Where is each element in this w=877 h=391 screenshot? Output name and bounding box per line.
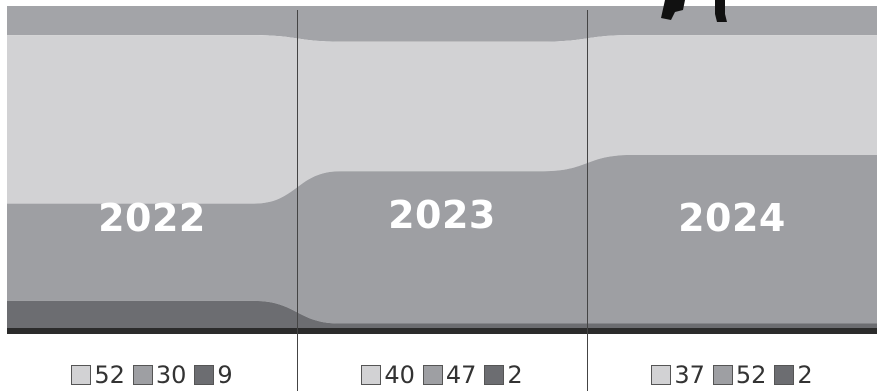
legend-2022: 52 30 9: [7, 360, 297, 390]
column-divider-1: [297, 10, 298, 391]
swatch-mid: [422, 365, 443, 385]
legend-value: 2: [507, 361, 523, 389]
legend-value: 52: [735, 361, 767, 389]
legend-item-light: 37: [651, 361, 705, 389]
legend-value: 9: [217, 361, 233, 389]
legend-2023: 40 47 2: [297, 360, 587, 390]
swatch-light: [361, 365, 382, 385]
swatch-mid: [712, 365, 733, 385]
swatch-light: [71, 365, 92, 385]
legend-value: 40: [384, 361, 415, 389]
legend-item-light: 52: [71, 361, 125, 389]
area-top-band: [7, 6, 877, 42]
area-series-light: [7, 35, 877, 204]
legend-item-dark: 2: [484, 361, 523, 389]
year-label-2023: 2023: [388, 193, 496, 237]
year-label-2022: 2022: [98, 196, 206, 240]
swatch-dark: [194, 365, 215, 385]
area-series-dark: [7, 300, 877, 330]
legend-item-mid: 47: [422, 361, 477, 389]
chart-baseline: [7, 328, 877, 334]
legend-item-mid: 52: [712, 361, 767, 389]
legend-value: 2: [797, 361, 813, 389]
legend-item-dark: 2: [774, 361, 813, 389]
legend-value: 37: [674, 361, 705, 389]
swatch-dark: [774, 365, 795, 385]
column-divider-2: [587, 10, 588, 391]
year-label-2024: 2024: [678, 196, 786, 240]
legend-value: 30: [155, 361, 187, 389]
legend-item-light: 40: [361, 361, 415, 389]
legend-value: 52: [94, 361, 125, 389]
legend-2024: 37 52 2: [587, 360, 877, 390]
legend-item-mid: 30: [132, 361, 187, 389]
swatch-dark: [484, 365, 505, 385]
legend-value: 47: [445, 361, 477, 389]
figure-silhouette-icon: [661, 0, 727, 22]
swatch-mid: [132, 365, 153, 385]
swatch-light: [651, 365, 672, 385]
area-series-mid: [7, 155, 877, 324]
legend-item-dark: 9: [194, 361, 233, 389]
